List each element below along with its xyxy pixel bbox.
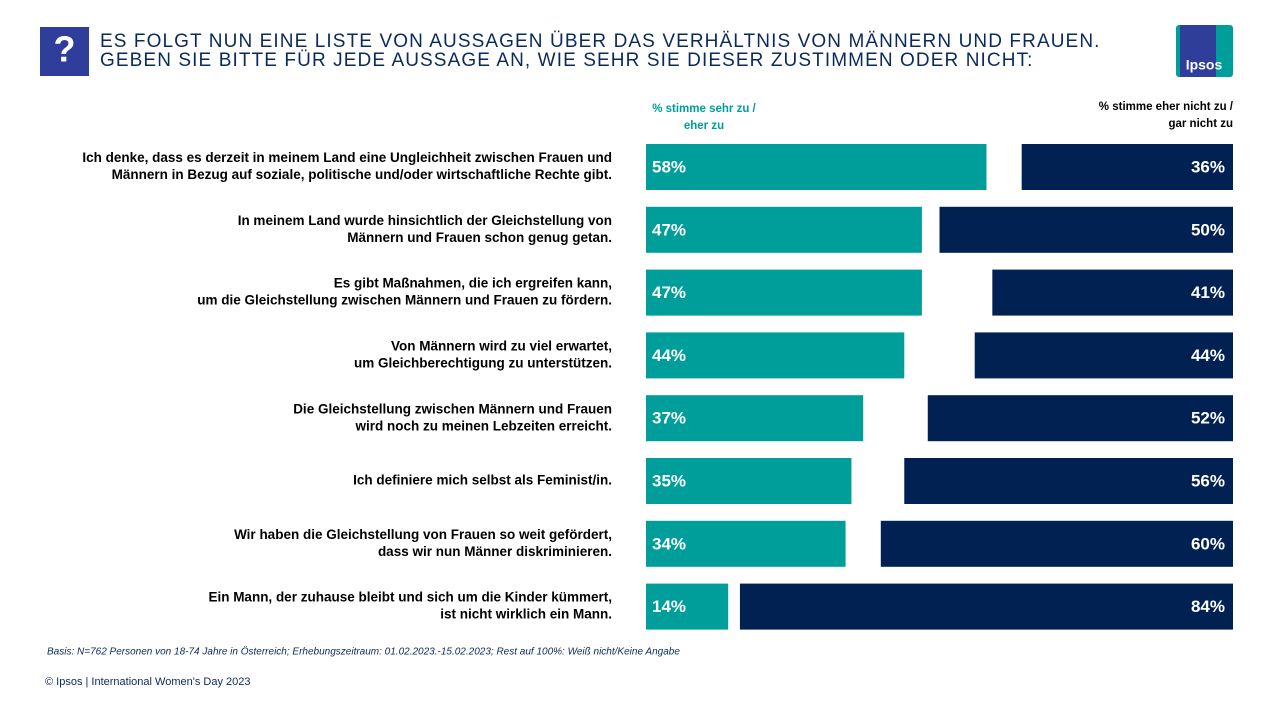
bar (739, 583, 1233, 630)
bar (974, 332, 1233, 379)
category-label: wird noch zu meinen Lebzeiten erreicht. (354, 418, 612, 433)
category-label: In meinem Land wurde hinsichtlich der Gl… (238, 213, 612, 228)
bar (992, 269, 1233, 316)
category-label: ist nicht wirklich ein Mann. (440, 607, 612, 622)
title-line: GEBEN SIE BITTE FÜR JEDE AUSSAGE AN, WIE… (100, 50, 1034, 71)
category-label: Von Männern wird zu viel erwartet, (391, 338, 612, 353)
title-line: ES FOLGT NUN EINE LISTE VON AUSSAGEN ÜBE… (100, 31, 1101, 52)
category-label: Die Gleichstellung zwischen Männern und … (293, 401, 612, 416)
category-label: Ich definiere mich selbst als Feminist/i… (353, 473, 612, 488)
value-label: 41% (1191, 283, 1225, 302)
category-label: Männern in Bezug auf soziale, politische… (112, 167, 612, 182)
bar (646, 458, 852, 504)
bar (939, 206, 1233, 253)
value-label: 47% (652, 283, 686, 302)
legend-label: % stimme sehr zu / (652, 103, 756, 115)
bar (646, 332, 905, 379)
source: © Ipsos | International Women's Day 2023 (45, 676, 250, 688)
bar (927, 395, 1233, 442)
category-label: dass wir nun Männer diskriminieren. (378, 544, 612, 559)
logo-text: Ipsos (1186, 57, 1223, 73)
legend-label: gar nicht zu (1168, 118, 1233, 130)
value-label: 35% (652, 471, 686, 490)
footnote: Basis: N=762 Personen von 18-74 Jahre in… (47, 646, 680, 658)
category-label: um Gleichberechtigung zu unterstützen. (354, 355, 612, 370)
category-label: um die Gleichstellung zwischen Männern u… (197, 293, 612, 308)
bar (646, 395, 864, 442)
bar (880, 520, 1233, 567)
bar (646, 583, 729, 630)
bar (646, 269, 922, 316)
value-label: 44% (1191, 346, 1225, 365)
value-label: 14% (652, 597, 686, 616)
category-label: Ich denke, dass es derzeit in meinem Lan… (82, 150, 612, 165)
category-label: Ein Mann, der zuhause bleibt und sich um… (208, 590, 612, 605)
value-label: 34% (652, 534, 686, 553)
value-label: 60% (1191, 534, 1225, 553)
bar (646, 206, 922, 253)
value-label: 84% (1191, 597, 1225, 616)
value-label: 44% (652, 346, 686, 365)
value-label: 56% (1191, 471, 1225, 490)
value-label: 36% (1191, 157, 1225, 176)
bar (904, 458, 1233, 504)
value-label: 47% (652, 220, 686, 239)
legend-label: eher zu (684, 120, 724, 132)
category-label: Männern und Frauen schon genug getan. (347, 230, 612, 245)
value-label: 58% (652, 157, 686, 176)
legend-label: % stimme eher nicht zu / (1099, 101, 1234, 113)
value-label: 37% (652, 409, 686, 428)
question-icon (40, 27, 89, 76)
category-label: Wir haben die Gleichstellung von Frauen … (234, 527, 612, 542)
question-mark: ? (54, 29, 76, 70)
bar (1021, 144, 1233, 190)
value-label: 52% (1191, 409, 1225, 428)
logo-part (1180, 25, 1216, 77)
value-label: 50% (1191, 220, 1225, 239)
bar (646, 144, 987, 190)
bar (646, 520, 846, 567)
category-label: Es gibt Maßnahmen, die ich ergreifen kan… (334, 276, 612, 291)
